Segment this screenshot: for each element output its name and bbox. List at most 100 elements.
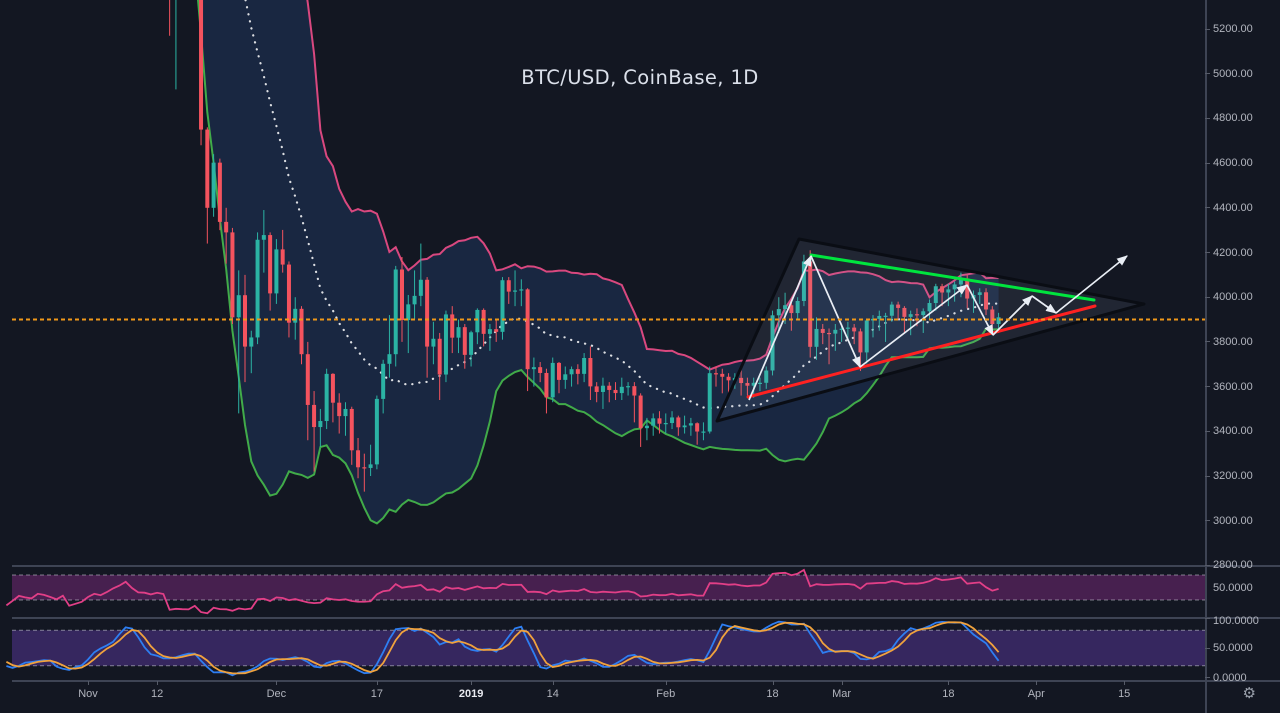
candle-body bbox=[381, 363, 386, 399]
candle-body bbox=[663, 423, 668, 425]
candle-body bbox=[393, 269, 398, 355]
price-axis-tick bbox=[1205, 564, 1210, 566]
forecast-zigzag-arrow[interactable] bbox=[1031, 295, 1057, 314]
candle-body bbox=[845, 327, 850, 329]
price-axis-label: 4200.00 bbox=[1213, 246, 1253, 259]
candle-body bbox=[670, 417, 675, 424]
candle-body bbox=[770, 315, 775, 371]
forecast-zigzag-arrow[interactable] bbox=[992, 295, 1033, 336]
candle-body bbox=[249, 337, 254, 347]
stoch-axis-label: 50.0000 bbox=[1213, 642, 1253, 654]
candle-body bbox=[481, 309, 486, 334]
candle-body bbox=[205, 129, 210, 208]
price-axis-label: 5200.00 bbox=[1213, 23, 1253, 35]
candle-body bbox=[506, 280, 511, 292]
stoch-d-line bbox=[5, 621, 1000, 675]
price-axis-label: 3400.00 bbox=[1213, 425, 1253, 438]
forecast-zigzag-arrow[interactable] bbox=[810, 255, 861, 369]
candle-body bbox=[330, 373, 335, 403]
candle-body bbox=[883, 315, 888, 317]
candle-body bbox=[613, 389, 618, 394]
price-axis-label: 2800.00 bbox=[1213, 559, 1253, 572]
candle-body bbox=[814, 328, 819, 347]
price-axis-label: 5000.00 bbox=[1213, 67, 1253, 80]
candle-body bbox=[795, 300, 800, 314]
candle-body bbox=[984, 292, 989, 310]
time-axis-tick bbox=[841, 681, 843, 685]
candle-body bbox=[324, 373, 329, 422]
time-axis-label: 15 bbox=[1118, 688, 1131, 700]
triangle-pattern-drawing[interactable] bbox=[715, 237, 1146, 423]
pane-separator-price-rsi[interactable] bbox=[12, 565, 1280, 567]
time-axis-label: 12 bbox=[150, 688, 164, 700]
candle-body bbox=[431, 338, 436, 347]
forecast-zigzag-arrow[interactable] bbox=[859, 284, 968, 368]
rsi-band-fill bbox=[12, 575, 1205, 600]
candle-body bbox=[707, 373, 712, 432]
price-axis-label: 3600.00 bbox=[1213, 380, 1253, 393]
pane-separator-rsi-stoch[interactable] bbox=[12, 617, 1280, 619]
candle-body bbox=[600, 385, 605, 392]
candle-body bbox=[563, 374, 568, 380]
candle-body bbox=[255, 239, 260, 338]
price-axis-tick bbox=[1205, 207, 1210, 209]
time-axis-label: Mar bbox=[832, 688, 852, 700]
candle-body bbox=[751, 382, 756, 386]
stoch-axis-tick bbox=[1205, 617, 1210, 619]
candle-body bbox=[638, 395, 643, 429]
candle-body bbox=[764, 370, 769, 383]
candle-body bbox=[808, 261, 813, 347]
candle-body bbox=[889, 304, 894, 316]
candle-body bbox=[582, 357, 587, 374]
candle-body bbox=[676, 417, 681, 428]
price-axis-label: 3000.00 bbox=[1213, 514, 1253, 527]
time-axis-tick bbox=[1124, 681, 1126, 685]
candle-body bbox=[230, 232, 235, 318]
price-pane[interactable] bbox=[4, 0, 1205, 525]
support-trendline[interactable] bbox=[746, 304, 1097, 399]
price-axis-tick bbox=[1205, 28, 1210, 30]
candle-body bbox=[933, 286, 938, 304]
time-axis-label: 17 bbox=[370, 688, 383, 700]
candle-body bbox=[525, 289, 530, 370]
forecast-zigzag-arrow[interactable] bbox=[1055, 255, 1128, 314]
candle-body bbox=[450, 314, 455, 338]
candle-body bbox=[557, 362, 561, 380]
price-axis-tick bbox=[1205, 341, 1210, 343]
candle-body bbox=[688, 423, 693, 426]
rsi-pane[interactable] bbox=[5, 568, 1205, 615]
price-axis-label: 4000.00 bbox=[1213, 291, 1253, 304]
forecast-zigzag-arrow[interactable] bbox=[966, 284, 994, 336]
price-axis-tick bbox=[1205, 252, 1210, 253]
candle-body bbox=[783, 305, 788, 310]
resistance-trendline[interactable] bbox=[809, 253, 1096, 302]
candle-body bbox=[877, 315, 882, 319]
candle-body bbox=[374, 398, 379, 465]
candle-body bbox=[914, 314, 919, 316]
candle-body bbox=[644, 425, 649, 429]
candle-body bbox=[261, 235, 266, 240]
candle-body bbox=[456, 327, 461, 338]
time-axis-label: 18 bbox=[942, 688, 955, 700]
candle-body bbox=[833, 329, 838, 334]
stochastic-pane[interactable] bbox=[5, 620, 1205, 677]
candle-body bbox=[217, 162, 222, 222]
candle-body bbox=[519, 289, 524, 291]
candle-body bbox=[299, 308, 304, 355]
candle-body bbox=[293, 308, 298, 323]
gear-icon[interactable]: ⚙ bbox=[1242, 685, 1256, 702]
candle-body bbox=[500, 280, 505, 332]
candle-body bbox=[243, 295, 247, 347]
price-axis-label: 3200.00 bbox=[1213, 470, 1253, 482]
forecast-zigzag-arrow[interactable] bbox=[748, 254, 812, 401]
candle-body bbox=[443, 314, 448, 375]
candle-body bbox=[607, 385, 612, 390]
stoch-band-fill bbox=[12, 630, 1205, 666]
time-axis-tick bbox=[948, 681, 950, 685]
candle-body bbox=[657, 418, 662, 424]
time-axis-tick bbox=[552, 681, 554, 685]
rsi-axis-label: 50.0000 bbox=[1213, 581, 1253, 594]
time-axis-tick bbox=[471, 681, 473, 685]
candle-body bbox=[368, 464, 373, 468]
